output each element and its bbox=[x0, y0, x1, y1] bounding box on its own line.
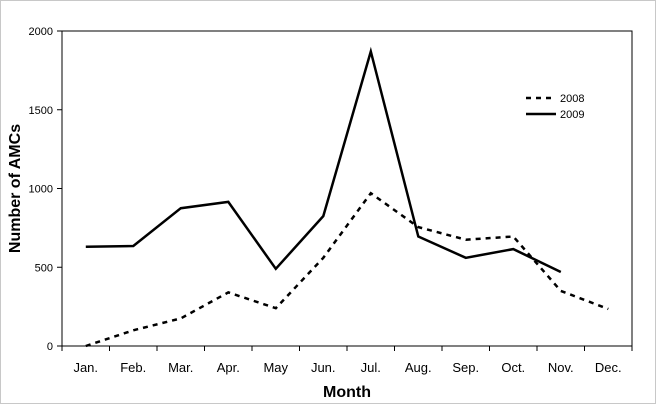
x-tick-label: Nov. bbox=[548, 360, 574, 375]
series-line-2009 bbox=[85, 46, 562, 274]
series-lines bbox=[85, 46, 609, 348]
x-tick-label: Jul. bbox=[361, 360, 381, 375]
y-tick-label: 500 bbox=[35, 262, 53, 274]
y-axis-title: Number of AMCs bbox=[7, 124, 24, 253]
x-tick-label: Aug. bbox=[405, 360, 432, 375]
plot-area-border bbox=[61, 30, 633, 347]
legend-label-2008: 2008 bbox=[560, 93, 584, 105]
chart-axes bbox=[61, 30, 633, 347]
x-tick-label: Jan. bbox=[73, 360, 98, 375]
x-tick-label: Apr. bbox=[217, 360, 240, 375]
y-tick-label: 0 bbox=[47, 341, 53, 353]
x-tick-label: May bbox=[263, 360, 288, 375]
y-tick-label: 2000 bbox=[29, 26, 53, 38]
x-tick-label: Dec. bbox=[595, 360, 622, 375]
y-tick-label: 1500 bbox=[29, 105, 53, 117]
y-tick-label: 1000 bbox=[29, 184, 53, 196]
x-tick-label: Jun. bbox=[311, 360, 336, 375]
series-line-2008 bbox=[85, 191, 609, 348]
x-tick-label: Oct. bbox=[501, 360, 525, 375]
x-tick-label: Sep. bbox=[452, 360, 479, 375]
x-axis-ticks: Jan. Feb. Mar. Apr. May Jun. Jul. Aug. Sep. Oct. N… bbox=[61, 346, 633, 375]
x-axis-title: Month bbox=[323, 384, 371, 401]
x-tick-label: Feb. bbox=[120, 360, 146, 375]
legend-label-2009: 2009 bbox=[560, 109, 584, 121]
legend: 2008 2009 bbox=[526, 93, 584, 121]
y-axis-ticks: 0 500 1000 1500 2000 bbox=[29, 26, 62, 353]
x-tick-label: Mar. bbox=[168, 360, 193, 375]
